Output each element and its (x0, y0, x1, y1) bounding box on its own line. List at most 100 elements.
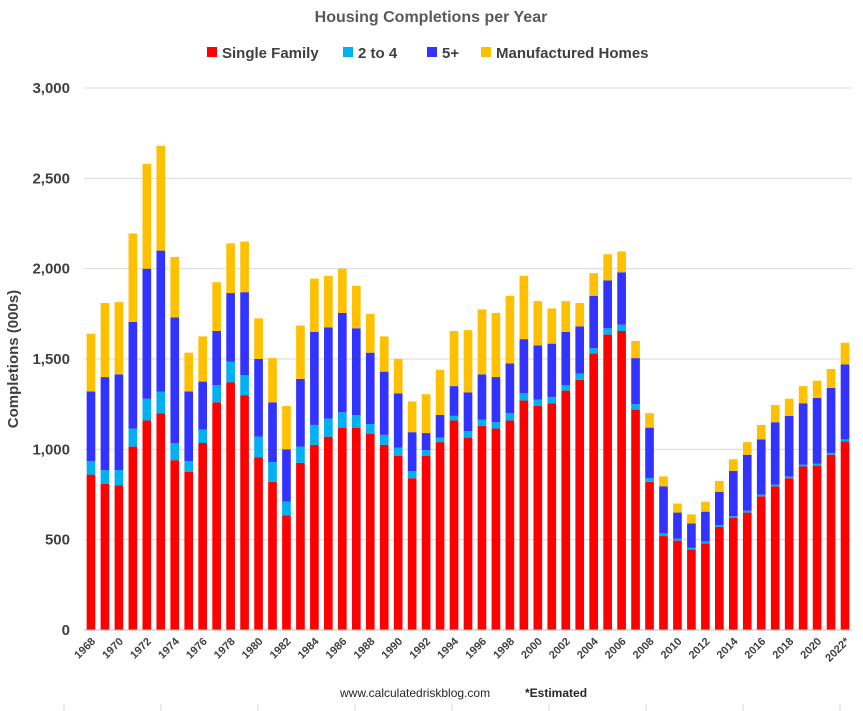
bar-2-to-4-1974 (170, 443, 180, 461)
legend-label: Single Family (222, 45, 319, 62)
bar-5--2003 (575, 326, 585, 374)
y-axis-label: Completions (000s) (5, 290, 22, 428)
bar-2-to-4-1987 (351, 415, 361, 428)
bar-5--1986 (338, 312, 347, 413)
bar-5--1997 (491, 377, 501, 423)
bar-2-to-4-1986 (338, 412, 347, 428)
x-tick-label: 2016 (743, 636, 769, 662)
x-tick-label: 1980 (240, 636, 266, 662)
bar-2-to-4-1981 (268, 461, 277, 482)
bar-manufactured-homes-2007 (631, 340, 640, 359)
bar-single-family-2003 (575, 379, 585, 630)
bar-single-family-2012 (701, 543, 710, 630)
bar-2-to-4-2019 (798, 464, 808, 467)
bar-2-to-4-2015 (742, 510, 752, 513)
bar-5--1978 (226, 293, 235, 362)
y-tick-label: 2,500 (32, 170, 70, 187)
bar-manufactured-homes-2005 (603, 254, 612, 281)
bar-5--1971 (128, 321, 138, 429)
bar-single-family-1987 (351, 427, 361, 630)
bar-single-family-1980 (254, 457, 263, 630)
bar-2-to-4-2014 (728, 516, 738, 518)
bar-manufactured-homes-1980 (254, 318, 263, 359)
x-tick-label: 2020 (798, 636, 824, 662)
bar-single-family-2007 (631, 409, 640, 630)
bar-manufactured-homes-1976 (198, 336, 208, 382)
x-tick-label: 1994 (435, 635, 461, 661)
bar-2-to-4-2021 (826, 452, 836, 455)
bar-5--1968 (86, 391, 96, 462)
x-tick-label: 1976 (184, 636, 210, 662)
x-tick-label: 1972 (128, 636, 154, 662)
bar-2-to-4-2000 (533, 399, 543, 406)
bar-2-to-4-2013 (715, 525, 724, 528)
bar-manufactured-homes-1999 (519, 275, 529, 340)
bar-5--2022 (840, 364, 850, 440)
bar-manufactured-homes-2006 (617, 251, 626, 273)
bar-5--1988 (365, 352, 375, 425)
x-tick-label: 1986 (324, 636, 350, 662)
bar-5--1973 (156, 250, 166, 392)
bar-single-family-2001 (547, 403, 557, 630)
bar-2-to-4-2010 (673, 538, 682, 541)
bar-single-family-1973 (156, 413, 166, 630)
chart-title: Housing Completions per Year (315, 9, 548, 26)
x-tick-label: 1982 (268, 636, 294, 662)
bar-manufactured-homes-1987 (351, 285, 361, 329)
bar-manufactured-homes-1968 (86, 333, 96, 392)
bar-manufactured-homes-1977 (212, 282, 221, 331)
bar-single-family-1995 (463, 437, 473, 630)
x-tick-label: 1992 (407, 636, 433, 662)
bar-manufactured-homes-1992 (421, 394, 431, 434)
x-tick-label: 1978 (212, 636, 238, 662)
legend-swatch (343, 47, 353, 57)
bar-manufactured-homes-1997 (491, 312, 501, 378)
bar-5--1984 (310, 331, 319, 425)
bar-2-to-4-2017 (770, 484, 780, 487)
bar-2-to-4-2011 (687, 547, 696, 550)
bar-single-family-2014 (728, 517, 738, 630)
bar-single-family-1969 (100, 483, 110, 630)
bar-5--1977 (212, 331, 221, 386)
bar-manufactured-homes-2003 (575, 302, 585, 327)
bar-single-family-2020 (812, 465, 822, 630)
bar-5--1970 (114, 374, 124, 471)
legend-label: 2 to 4 (358, 45, 398, 62)
bar-manufactured-homes-1981 (268, 358, 277, 403)
bar-single-family-1982 (282, 515, 291, 630)
x-tick-label: 2002 (547, 636, 573, 662)
bar-manufactured-homes-2015 (742, 442, 752, 455)
bar-single-family-1986 (338, 427, 347, 630)
bar-single-family-1978 (226, 382, 235, 630)
bar-2-to-4-1975 (184, 461, 194, 472)
bar-manufactured-homes-1984 (310, 278, 319, 332)
legend-label: Manufactured Homes (496, 45, 649, 62)
legend-item-single-family: Single Family (207, 45, 319, 62)
bar-single-family-1972 (142, 420, 152, 630)
bar-single-family-2005 (603, 334, 612, 630)
bar-5--2001 (547, 343, 557, 397)
bars (86, 145, 850, 630)
bar-2-to-4-1977 (212, 385, 221, 403)
bar-manufactured-homes-1979 (240, 241, 249, 293)
bar-5--1982 (282, 449, 291, 502)
bar-2-to-4-1988 (365, 424, 375, 434)
bar-2-to-4-2009 (659, 533, 668, 537)
bar-5--1992 (421, 433, 431, 451)
bar-5--1994 (449, 386, 459, 416)
bar-single-family-2018 (784, 478, 794, 630)
bar-5--1996 (477, 374, 487, 420)
bar-5--2014 (728, 471, 738, 517)
bar-single-family-1983 (296, 462, 305, 630)
legend-item-2-to-4: 2 to 4 (343, 45, 398, 62)
bar-single-family-1985 (324, 436, 333, 630)
bar-5--2020 (812, 397, 822, 464)
bar-5--2019 (798, 403, 808, 465)
source-credit: www.calculatedriskblog.com (339, 686, 490, 700)
bar-manufactured-homes-2009 (659, 476, 668, 487)
bar-manufactured-homes-2019 (798, 386, 808, 404)
bar-manufactured-homes-1985 (324, 275, 333, 328)
bar-2-to-4-2012 (701, 541, 710, 544)
bar-2-to-4-1996 (477, 419, 487, 426)
bar-single-family-2013 (715, 527, 724, 630)
